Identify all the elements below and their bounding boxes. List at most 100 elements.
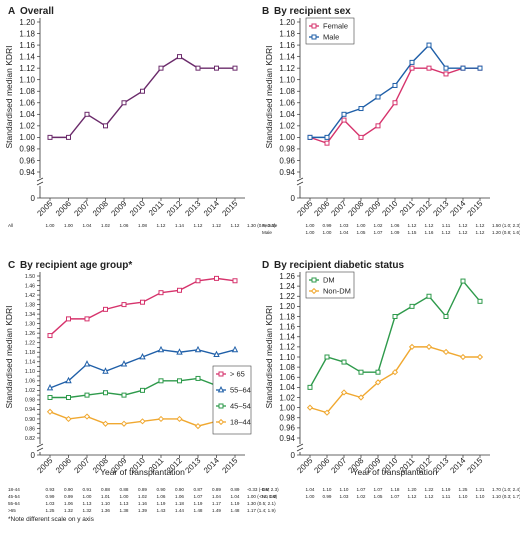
panel-d-table-cell: 1.19: [442, 487, 451, 492]
panel-c-y-tick-label: 1.46: [25, 283, 35, 289]
panel-c-y-tick-label: 1.02: [25, 388, 35, 394]
panel-b-x-tick-label: 2009: [363, 199, 382, 218]
panel-c-table-cell: 1.39: [138, 508, 147, 513]
panel-d-data-point: [374, 379, 382, 386]
panel-c-data-point: [214, 275, 219, 281]
panel-d-y-tick-label: 1.00: [279, 403, 295, 412]
panel-d-table-cell: 1.10: [476, 494, 485, 499]
panel-c-data-point: [47, 333, 53, 339]
panel-d-data-point: [323, 409, 331, 416]
panel-b-table-summary: 1.20 (0.8; 1.6): [492, 230, 520, 235]
panel-c-legend: > 65 55–64 45–54 18–44: [212, 365, 252, 435]
panel-c-y-tick-label: 0.98: [25, 398, 35, 404]
panel-d-y-tick-label: 1.26: [279, 272, 295, 281]
panel-b-y-tick-label: 1.08: [279, 87, 295, 96]
panel-a-table-cell: 1.12: [231, 223, 240, 228]
panel-a-series-line-overall: [50, 55, 235, 139]
panel-c: C By recipient age group* 0.82 0.86 0.90 0.94…: [4, 260, 279, 513]
panel-c-data-point: [83, 413, 91, 420]
panel-c-data-point: [84, 316, 90, 322]
panel-d-table-cell: 1.00: [306, 494, 315, 499]
panel-c-table-cell: 0.99: [46, 494, 55, 499]
panel-c-table-cell: 1.19: [194, 501, 203, 506]
panel-d-table-cell: 1.22: [425, 487, 434, 492]
panel-c-legend-label: 55–64: [230, 386, 251, 395]
panel-d-y-tick-label: 1.14: [279, 333, 295, 342]
panel-c-data-point: [232, 278, 238, 284]
panel-c-data-point: [84, 392, 90, 398]
panel-a-data-point: [103, 123, 108, 129]
panel-b-y-tick-label-zero: 0: [291, 194, 296, 203]
panel-b-data-point: [392, 100, 398, 106]
panel-b-data-point: [375, 123, 381, 129]
panel-a-x-tick-label: 2011: [147, 199, 166, 218]
panel-c-data-point: [157, 415, 165, 423]
panel-b-table-row-label: Female: [262, 223, 278, 228]
panel-c-data-point: [195, 278, 201, 284]
panel-d-table-cell: 0.99: [323, 494, 332, 499]
panel-d-series-line-nondm: [309, 346, 480, 414]
panel-c-y-tick-label: 1.06: [25, 379, 35, 385]
panel-d-x-tick-label: 2007: [329, 456, 348, 475]
panel-a-letter: A: [8, 6, 15, 17]
footnote: *Note different scale on y axis: [8, 516, 94, 523]
panel-b-table-cell: 1.12: [442, 230, 451, 235]
panel-c-table-cell: 1.04: [231, 494, 240, 499]
panel-d-table-cell: 1.12: [425, 494, 434, 499]
panel-d-table-cell: 1.10: [340, 487, 349, 492]
panel-c-y-tick-label: 0.82: [25, 436, 35, 442]
panel-b-data-point: [392, 82, 398, 88]
panel-a-x-tick-label: 2005: [35, 199, 54, 218]
panel-c-x-tick-label: 2007: [72, 456, 91, 475]
panel-c-x-tick-label: 2006: [54, 456, 73, 475]
panel-c-table-cell: 1.04: [212, 494, 221, 499]
panel-d-y-tick-label: 1.12: [279, 343, 295, 352]
panel-d-table-cell: 1.05: [374, 494, 383, 499]
panel-c-y-tick-label: 1.30: [25, 321, 35, 327]
panel-a-table-cell: 1.02: [101, 223, 110, 228]
panel-c-table-cell: 1.36: [101, 508, 110, 513]
panel-c-table-cell: 1.44: [175, 508, 184, 513]
panel-c-table-cell: 0.87: [194, 487, 203, 492]
panel-c-data-point: [102, 367, 109, 374]
panel-b-y-tick-label: 1.12: [279, 64, 295, 73]
panel-b-data-point: [409, 65, 415, 71]
panel-c-table-cell: 0.90: [157, 487, 166, 492]
panel-a-data-point: [214, 65, 219, 71]
panel-c-table-cell: 0.89: [138, 487, 147, 492]
panel-c-data-point: [102, 420, 109, 427]
panel-a-y-tick-label: 1.02: [19, 122, 35, 131]
panel-b-data-point: [443, 71, 449, 77]
panel-c-table-cell: 0.89: [231, 487, 240, 492]
panel-c-data-point: [213, 350, 220, 358]
panel-d-data-point: [324, 354, 330, 360]
panel-c-legend-marker: [218, 371, 224, 377]
panel-d-data-point: [392, 314, 398, 319]
panel-b-x-tick-label: 2015: [465, 199, 484, 218]
panel-b-data-point: [375, 94, 381, 100]
panel-d-data-point: [477, 298, 483, 304]
panel-c-y-tick-label-zero: 0: [31, 451, 36, 460]
panel-c-y-tick-label: 0.94: [25, 407, 35, 413]
panel-d-table-summary: 1.10 (0.3; 1.7): [492, 494, 520, 499]
panel-b-table-cell: 1.02: [374, 223, 383, 228]
panel-a-y-tick-label: 0.98: [19, 145, 35, 154]
panel-d-x-tick-label: 2014: [448, 456, 467, 475]
panel-c-table-cell: 0.90: [64, 487, 73, 492]
panel-c-table-row-label: >65: [8, 508, 16, 513]
panel-b-table-cell: 1.05: [357, 230, 366, 235]
panel-b-y-tick-label: 1.10: [279, 75, 295, 84]
panel-b-table-cell: 1.12: [408, 223, 417, 228]
panel-c-y-tick-label: 1.42: [25, 293, 35, 299]
panel-d-table-cell: 1.10: [323, 487, 332, 492]
panel-c-table-cell: 1.32: [83, 508, 92, 513]
panel-c-data-point: [66, 395, 71, 400]
panel-d-x-label: Year of transplantation: [353, 467, 438, 477]
panel-c-table-cell: 1.38: [120, 508, 129, 513]
panel-d-legend: DM Non-DM: [305, 271, 355, 299]
panel-b-axis-break: [296, 177, 304, 186]
panel-c-y-tick-label: 1.50: [25, 274, 35, 280]
panel-b-legend-box: [305, 17, 355, 45]
panel-c-table-cell: 0.99: [64, 494, 73, 499]
panel-a-data-point: [121, 100, 127, 106]
